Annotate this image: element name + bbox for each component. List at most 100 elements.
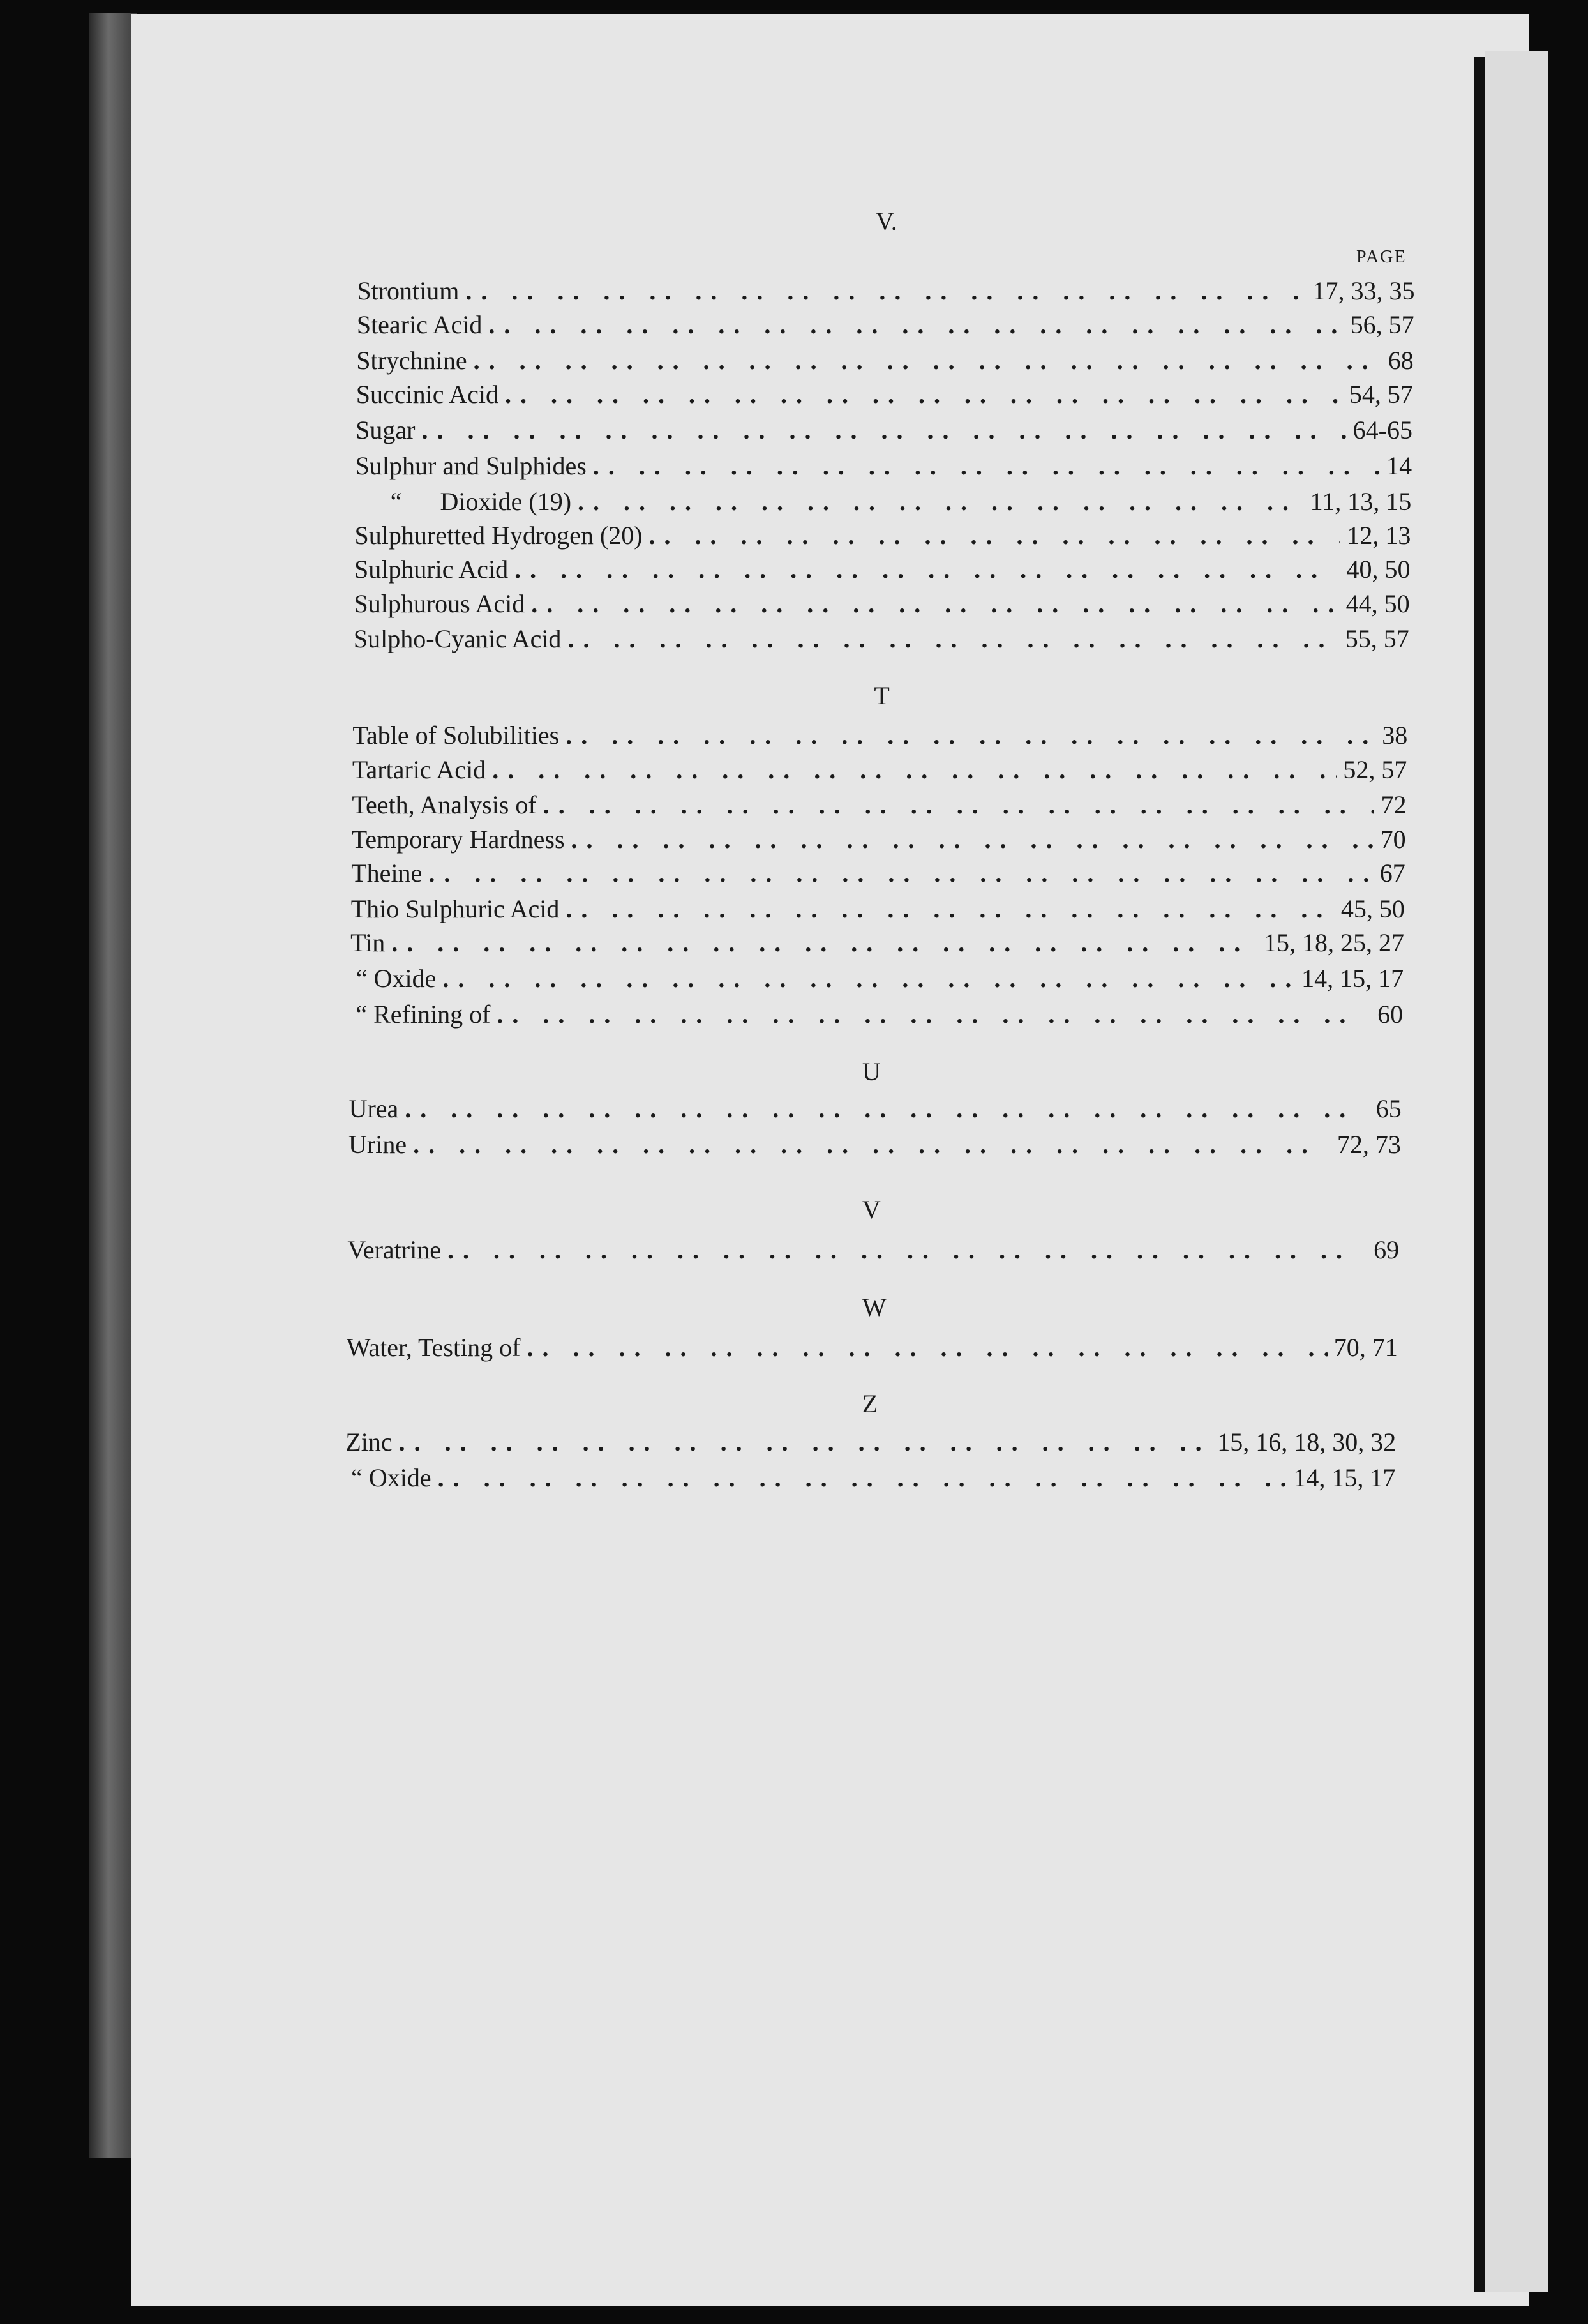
entry-pages: 15, 18, 25, 27 [1263,929,1404,958]
entry-pages: 38 [1382,721,1408,750]
dot-leader: .. .. .. .. .. .. .. .. .. .. .. .. .. .… [447,1235,1367,1264]
index-entry: Temporary Hardness.. .. .. .. .. .. .. .… [352,826,1406,854]
dot-leader: .. .. .. .. .. .. .. .. .. .. .. .. .. .… [473,347,1382,375]
entry-pages: 11, 13, 15 [1310,487,1412,516]
dot-leader: .. .. .. .. .. .. .. .. .. .. .. .. .. .… [567,625,1338,654]
index-entry: Urea.. .. .. .. .. .. .. .. .. .. .. .. … [349,1095,1402,1123]
dot-leader: .. .. .. .. .. .. .. .. .. .. .. .. .. .… [492,755,1337,784]
dot-leader: .. .. .. .. .. .. .. .. .. .. .. .. .. .… [543,791,1375,820]
entry-name: Sulphuretted Hydrogen (20) [354,521,643,550]
entry-pages: 52, 57 [1343,755,1407,784]
dot-leader: .. .. .. .. .. .. .. .. .. .. .. .. .. .… [527,1333,1328,1362]
entry-pages: 40, 50 [1346,555,1411,584]
entry-name: “ Oxide [351,1464,431,1493]
index-entry: Theine.. .. .. .. .. .. .. .. .. .. .. .… [351,859,1405,887]
index-entry: “ Oxide.. .. .. .. .. .. .. .. .. .. .. … [356,965,1404,993]
entry-pages: 14, 15, 17 [1293,1464,1396,1493]
entry-name: “ Oxide [356,964,437,993]
dot-leader: .. .. .. .. .. .. .. .. .. .. .. .. .. .… [566,721,1376,750]
dot-leader: .. .. .. .. .. .. .. .. .. .. .. .. .. .… [505,381,1343,409]
index-entry: Tartaric Acid.. .. .. .. .. .. .. .. .. … [352,756,1407,784]
index-entry: Sugar.. .. .. .. .. .. .. .. .. .. .. ..… [356,416,1412,444]
entry-pages: 17, 33, 35 [1312,277,1415,306]
dot-leader: .. .. .. .. .. .. .. .. .. .. .. .. .. .… [398,1428,1211,1457]
index-entry: Water, Testing of.. .. .. .. .. .. .. ..… [347,1334,1398,1362]
entry-pages: 68 [1388,347,1414,375]
entry-pages: 14, 15, 17 [1301,964,1404,993]
dot-leader: .. .. .. .. .. .. .. .. .. .. .. .. .. .… [391,929,1257,958]
entry-name: Urine [348,1130,407,1159]
index-entry: Sulphur and Sulphides.. .. .. .. .. .. .… [356,452,1412,480]
entry-pages: 12, 13 [1347,521,1411,550]
entry-name: Sugar [356,416,416,445]
entry-pages: 72 [1381,791,1407,820]
entry-pages: 56, 57 [1350,311,1414,340]
book-edge [89,13,137,2158]
entry-name: Zinc [345,1428,393,1457]
entry-pages: 72, 73 [1337,1130,1401,1159]
section-letter: U [862,1057,881,1087]
entry-name: “ Dioxide (19) [390,487,572,516]
section-letter: V [862,1195,881,1225]
entry-name: Sulphuric Acid [354,555,509,584]
entry-name: Tartaric Acid [352,755,486,784]
entry-pages: 69 [1374,1235,1400,1264]
index-entry: Teeth, Analysis of.. .. .. .. .. .. .. .… [352,791,1406,819]
entry-name: Water, Testing of [346,1333,521,1362]
page-header: V. [876,207,897,236]
entry-name: Tin [350,929,386,958]
index-entry: Sulpho-Cyanic Acid.. .. .. .. .. .. .. .… [354,625,1409,653]
dot-leader: .. .. .. .. .. .. .. .. .. .. .. .. .. .… [531,589,1339,618]
entry-name: Succinic Acid [356,381,499,409]
adjacent-page [1485,51,1548,2292]
index-entry: Stearic Acid.. .. .. .. .. .. .. .. .. .… [357,311,1414,339]
index-entry: “ Refining of.. .. .. .. .. .. .. .. .. … [356,1000,1403,1029]
dot-leader: .. .. .. .. .. .. .. .. .. .. .. .. .. .… [413,1130,1331,1159]
dot-leader: .. .. .. .. .. .. .. .. .. .. .. .. .. .… [437,1464,1287,1493]
index-entry: Sulphurous Acid.. .. .. .. .. .. .. .. .… [354,590,1409,618]
entry-pages: 70 [1380,825,1406,854]
index-entry: Strychnine.. .. .. .. .. .. .. .. .. .. … [356,347,1414,375]
dot-leader: .. .. .. .. .. .. .. .. .. .. .. .. .. .… [514,555,1340,584]
entry-pages: 45, 50 [1340,894,1405,923]
index-entry: Strontium.. .. .. .. .. .. .. .. .. .. .… [357,277,1414,305]
dot-leader: .. .. .. .. .. .. .. .. .. .. .. .. .. .… [571,825,1374,854]
dot-leader: .. .. .. .. .. .. .. .. .. .. .. .. .. .… [648,521,1341,550]
entry-name: Sulphur and Sulphides [355,451,587,480]
entry-pages: 70, 71 [1333,1333,1398,1362]
entry-pages: 44, 50 [1345,589,1410,618]
entry-pages: 55, 57 [1345,625,1409,654]
entry-name: Strontium [357,277,460,306]
page-gutter [1474,57,1485,2292]
entry-pages: 67 [1379,859,1405,888]
entry-pages: 54, 57 [1349,381,1413,409]
entry-name: Sulpho-Cyanic Acid [353,625,562,654]
entry-name: Sulphurous Acid [354,589,525,618]
index-entry: Sulphuretted Hydrogen (20).. .. .. .. ..… [355,522,1411,550]
index-entry: Thio Sulphuric Acid.. .. .. .. .. .. .. … [351,895,1405,923]
dot-leader: .. .. .. .. .. .. .. .. .. .. .. .. .. .… [421,416,1347,445]
dot-leader: .. .. .. .. .. .. .. .. .. .. .. .. .. .… [578,487,1304,516]
entry-pages: 65 [1375,1095,1402,1124]
entry-name: Table of Solubilities [352,721,560,750]
entry-name: Teeth, Analysis of [352,791,537,820]
page-column-label: PAGE [1356,247,1407,267]
dot-leader: .. .. .. .. .. .. .. .. .. .. .. .. .. .… [405,1095,1369,1124]
dot-leader: .. .. .. .. .. .. .. .. .. .. .. .. .. .… [592,451,1380,480]
entry-pages: 64-65 [1352,416,1412,445]
entry-name: Strychnine [356,347,467,375]
section-letter: W [862,1293,887,1322]
dot-leader: .. .. .. .. .. .. .. .. .. .. .. .. .. .… [442,964,1295,993]
index-entry: Sulphuric Acid.. .. .. .. .. .. .. .. ..… [354,555,1410,584]
entry-name: “ Refining of [356,1000,491,1029]
index-entry: “ Dioxide (19).. .. .. .. .. .. .. .. ..… [391,488,1411,516]
index-entry: Zinc.. .. .. .. .. .. .. .. .. .. .. .. … [345,1428,1396,1456]
dot-leader: .. .. .. .. .. .. .. .. .. .. .. .. .. .… [465,277,1306,306]
entry-name: Theine [351,859,423,888]
index-entry: “ Oxide.. .. .. .. .. .. .. .. .. .. .. … [351,1464,1395,1492]
index-entry: Table of Solubilities.. .. .. .. .. .. .… [352,721,1407,750]
index-entry: Succinic Acid.. .. .. .. .. .. .. .. .. … [356,381,1413,409]
entry-name: Temporary Hardness [351,825,565,854]
entry-pages: 15, 16, 18, 30, 32 [1217,1428,1397,1457]
index-page [131,14,1529,2306]
